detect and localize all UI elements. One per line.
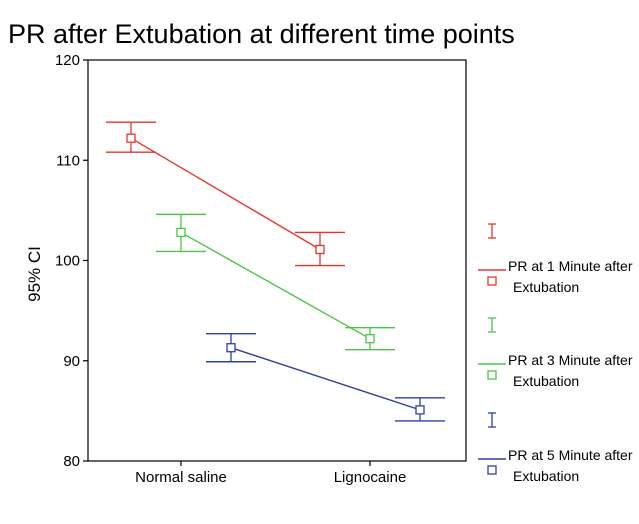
plot-frame — [87, 59, 467, 462]
legend-label: Extubation — [513, 373, 579, 389]
legend-marker-icon — [487, 370, 497, 380]
mean-point — [415, 405, 425, 415]
y-tick-label: 110 — [56, 152, 80, 169]
legend: PR at 1 Minute after Extubation PR at 3 Mi… — [478, 223, 633, 484]
y-axis-label: 95% CI — [25, 246, 44, 302]
chart-title: PR after Extubation at different time po… — [8, 19, 515, 49]
mean-point — [226, 343, 236, 353]
mean-point — [126, 133, 136, 143]
legend-label: Extubation — [513, 279, 579, 295]
x-tick-label: Lignocaine — [334, 469, 407, 486]
mean-point — [315, 244, 325, 255]
series-line — [180, 231, 371, 340]
y-tick-label: 90 — [63, 353, 80, 370]
legend-label: PR at 3 Minute after — [508, 352, 633, 368]
mean-point — [365, 334, 375, 344]
chart-marks: 120 110 100 90 80 Normal saline Lignocaine — [55, 52, 445, 486]
y-tick-label: 100 — [55, 253, 80, 270]
legend-label: PR at 5 Minute after — [508, 447, 633, 463]
legend-label: Extubation — [513, 468, 579, 484]
y-tick-label: 120 — [55, 52, 80, 69]
x-tick-label: Normal saline — [135, 469, 227, 486]
legend-label: PR at 1 Minute after — [508, 258, 633, 274]
y-tick-label: 80 — [63, 453, 80, 470]
legend-marker-icon — [487, 276, 497, 286]
legend-marker-icon — [487, 465, 497, 475]
mean-point — [176, 227, 186, 238]
series-line — [130, 137, 321, 251]
series-line — [230, 347, 421, 411]
